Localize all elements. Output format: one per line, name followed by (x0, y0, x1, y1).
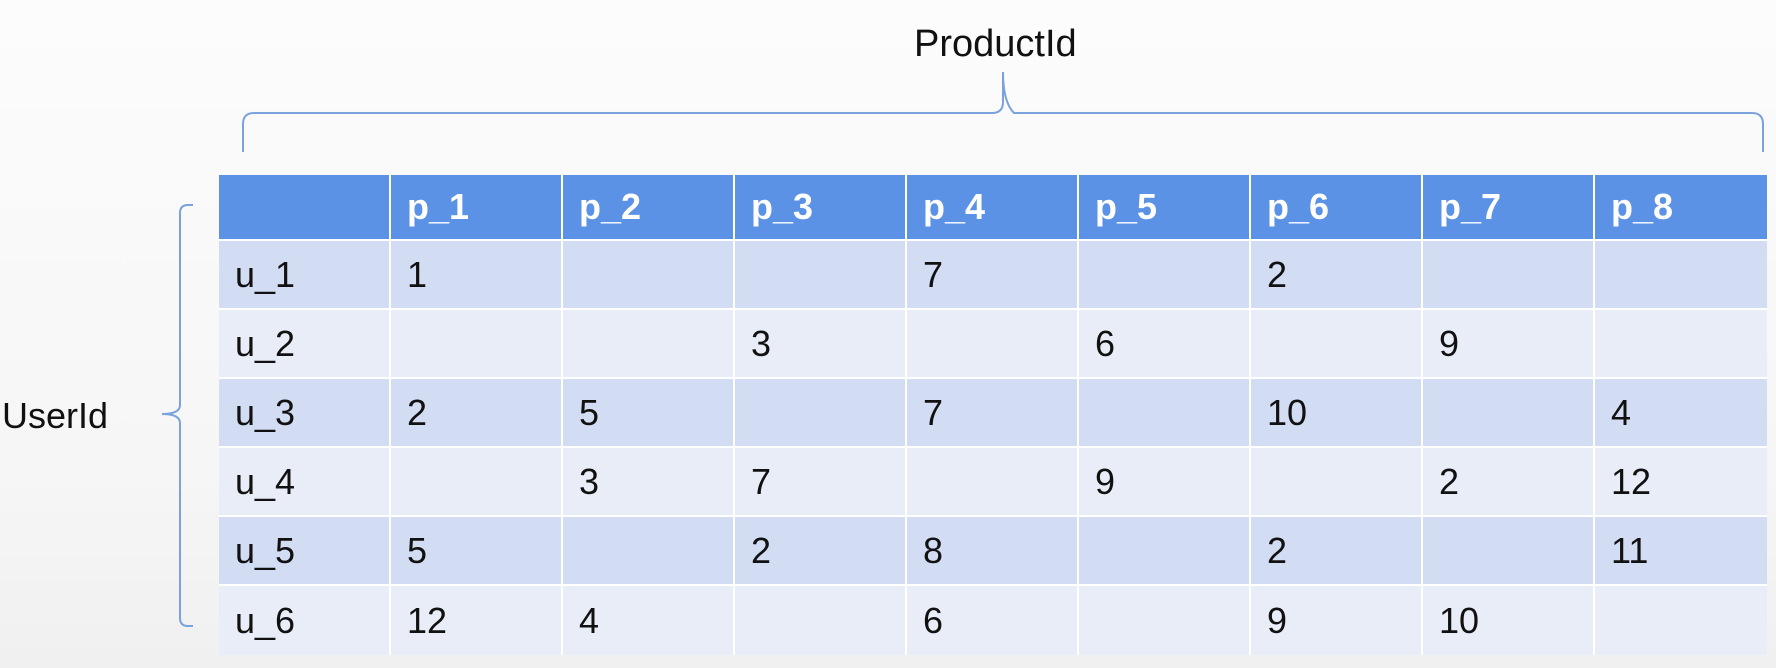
table-cell: 12 (1595, 448, 1767, 517)
column-header: p_4 (907, 175, 1079, 241)
table-cell (1251, 310, 1423, 379)
row-header: u_2 (219, 310, 391, 379)
table-cell (1423, 517, 1595, 586)
row-header: u_6 (219, 586, 391, 655)
table-cell: 9 (1423, 310, 1595, 379)
table-cell: 3 (563, 448, 735, 517)
table-cell: 10 (1423, 586, 1595, 655)
table-cell (1595, 241, 1767, 310)
table-cell (1251, 448, 1423, 517)
table-cell: 2 (1251, 517, 1423, 586)
table-cell: 10 (1251, 379, 1423, 448)
table-cell (391, 448, 563, 517)
table-cell (907, 310, 1079, 379)
table-cell: 1 (391, 241, 563, 310)
column-header: p_8 (1595, 175, 1767, 241)
table-cell: 2 (391, 379, 563, 448)
table-cell (735, 379, 907, 448)
user-id-label: UserId (2, 395, 109, 436)
table-cell: 12 (391, 586, 563, 655)
product-brace (242, 71, 1764, 152)
table-cell: 7 (907, 241, 1079, 310)
column-header: p_2 (563, 175, 735, 241)
table-cell: 4 (1595, 379, 1767, 448)
column-header: p_1 (391, 175, 563, 241)
column-header: p_7 (1423, 175, 1595, 241)
table-cell (563, 310, 735, 379)
table-cell (563, 241, 735, 310)
table-cell: 2 (1251, 241, 1423, 310)
row-header: u_3 (219, 379, 391, 448)
table-row: u_4 3 7 9 2 12 (219, 448, 1767, 517)
table-row: u_2 3 6 9 (219, 310, 1767, 379)
column-header: p_5 (1079, 175, 1251, 241)
table-cell: 2 (735, 517, 907, 586)
row-header: u_5 (219, 517, 391, 586)
header-row: p_1 p_2 p_3 p_4 p_5 p_6 p_7 p_8 (219, 175, 1767, 241)
row-header: u_4 (219, 448, 391, 517)
table-cell: 2 (1423, 448, 1595, 517)
table-cell: 7 (907, 379, 1079, 448)
table-cell (391, 310, 563, 379)
table-cell (735, 241, 907, 310)
table-cell (1423, 241, 1595, 310)
table-cell (1595, 310, 1767, 379)
table-row: u_1 1 7 2 (219, 241, 1767, 310)
table-cell: 3 (735, 310, 907, 379)
table-cell: 7 (735, 448, 907, 517)
table-cell (1079, 379, 1251, 448)
table-cell: 8 (907, 517, 1079, 586)
row-header: u_1 (219, 241, 391, 310)
table-cell (1595, 586, 1767, 655)
table-cell: 6 (907, 586, 1079, 655)
table-cell: 9 (1251, 586, 1423, 655)
table-cell: 5 (391, 517, 563, 586)
table-cell: 6 (1079, 310, 1251, 379)
table-row: u_5 5 2 8 2 11 (219, 517, 1767, 586)
column-header: p_6 (1251, 175, 1423, 241)
table-row: u_6 12 4 6 9 10 (219, 586, 1767, 655)
table-cell (735, 586, 907, 655)
table-cell (563, 517, 735, 586)
product-id-label: ProductId (914, 23, 1077, 65)
table-cell (1079, 586, 1251, 655)
table-cell (1079, 517, 1251, 586)
column-header: p_3 (735, 175, 907, 241)
table-cell (907, 448, 1079, 517)
user-brace (161, 204, 193, 627)
table-cell (1423, 379, 1595, 448)
table-row: u_3 2 5 7 10 4 (219, 379, 1767, 448)
table-cell: 9 (1079, 448, 1251, 517)
corner-cell (219, 175, 391, 241)
table-cell: 4 (563, 586, 735, 655)
rating-matrix: p_1 p_2 p_3 p_4 p_5 p_6 p_7 p_8 u_1 1 7 … (219, 175, 1767, 655)
table-cell (1079, 241, 1251, 310)
table-cell: 5 (563, 379, 735, 448)
table-cell: 11 (1595, 517, 1767, 586)
